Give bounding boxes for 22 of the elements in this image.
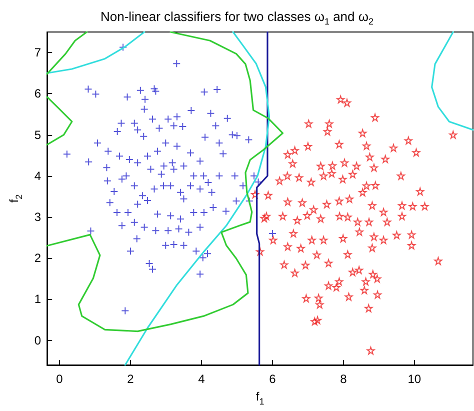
y-tick-label: 4	[34, 168, 42, 183]
y-axis-title: f2	[7, 194, 24, 203]
x-tick-label: 0	[56, 372, 64, 386]
y-tick-label: 3	[34, 210, 42, 224]
line-series	[431, 31, 474, 131]
line-series	[46, 96, 73, 146]
y-tick-label: 2	[34, 251, 42, 266]
line-series	[46, 31, 88, 75]
line-series	[256, 31, 268, 366]
y-tick-label: 5	[34, 128, 42, 142]
y-tick-label: 7	[34, 46, 42, 60]
line-series	[46, 31, 284, 332]
x-tick-label: 4	[198, 372, 206, 386]
x-tick-label: 6	[269, 372, 276, 386]
x-tick-label: 10	[408, 372, 422, 386]
x-tick-label: 2	[127, 372, 134, 386]
x-tick-label: 8	[340, 372, 348, 386]
y-tick-label: 1	[34, 292, 42, 306]
y-tick-label: 6	[34, 86, 42, 101]
y-tick-label: 0	[34, 333, 42, 348]
line-series	[46, 31, 146, 74]
line-series	[124, 31, 270, 366]
